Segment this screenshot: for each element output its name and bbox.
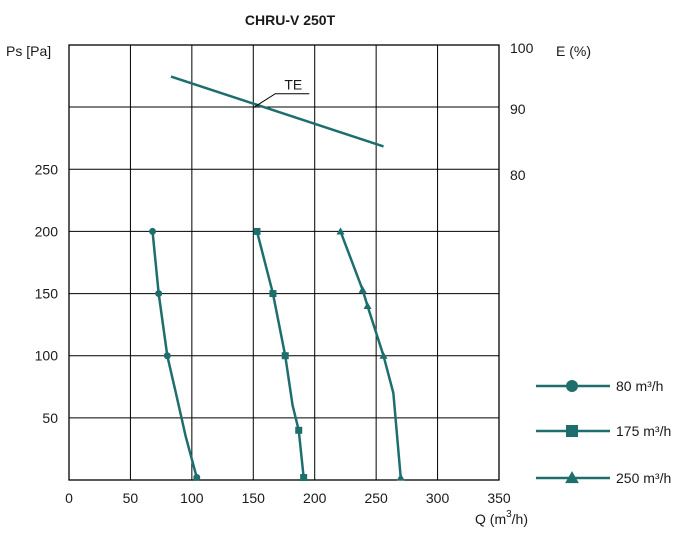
x-tick-label-6: 300 xyxy=(426,490,450,506)
y-tick-label-1: 100 xyxy=(35,348,59,364)
legend-marker-2 xyxy=(565,471,579,484)
series-1-point-0 xyxy=(253,227,261,235)
x-tick-label-3: 150 xyxy=(242,490,266,506)
grid xyxy=(69,45,499,480)
efficiency-tick-label-2: 100 xyxy=(510,40,534,56)
series-group xyxy=(149,227,405,482)
efficiency-group: TE xyxy=(170,75,384,148)
left-axis-label: Ps [Pa] xyxy=(6,43,51,59)
x-axis-label-suffix: /h) xyxy=(512,511,528,527)
x-axis-label-sup: 3 xyxy=(506,509,512,520)
series-2-point-2 xyxy=(363,301,372,310)
chart-title: CHRU-V 250T xyxy=(245,12,336,28)
legend-marker-1 xyxy=(566,425,578,437)
efficiency-tick-label-0: 80 xyxy=(510,167,526,183)
x-tick-label-0: 0 xyxy=(65,490,73,506)
x-axis-label-prefix: Q (m xyxy=(475,511,506,527)
series-1-point-3 xyxy=(295,426,303,434)
efficiency-line-label: TE xyxy=(284,77,302,93)
right-axis-label: E (%) xyxy=(556,43,591,59)
y-tick-label-3: 200 xyxy=(35,223,59,239)
series-0-point-2 xyxy=(163,352,171,360)
x-tick-label-2: 100 xyxy=(180,490,204,506)
series-1-point-1 xyxy=(269,290,277,298)
legend-label-1: 175 m³/h xyxy=(616,423,671,439)
series-0-point-3 xyxy=(193,474,201,482)
y-tick-label-2: 150 xyxy=(35,286,59,302)
x-tick-label-7: 350 xyxy=(487,490,511,506)
legend: 80 m³/h 175 m³/h 250 m³/h xyxy=(536,378,671,486)
legend-label-0: 80 m³/h xyxy=(616,378,663,394)
x-tick-label-5: 250 xyxy=(364,490,388,506)
series-1-point-4 xyxy=(300,474,308,482)
series-line-1 xyxy=(255,231,305,478)
efficiency-tick-label-1: 90 xyxy=(510,101,526,117)
legend-marker-0 xyxy=(566,380,578,392)
y-tick-label-0: 50 xyxy=(42,410,58,426)
tick-labels: 0 50 100 150 200 250 300 350 50 100 150 200 250 80 90 1… xyxy=(35,40,534,506)
legend-label-2: 250 m³/h xyxy=(616,470,671,486)
series-2-point-0 xyxy=(336,227,345,235)
plot-frame xyxy=(68,44,500,481)
series-1-point-2 xyxy=(281,352,289,360)
x-tick-label-4: 200 xyxy=(303,490,327,506)
efficiency-label-leader xyxy=(253,93,310,109)
series-2-point-4 xyxy=(396,473,405,481)
y-tick-label-4: 250 xyxy=(35,161,59,177)
series-0-point-1 xyxy=(155,290,163,298)
series-0-point-0 xyxy=(149,227,157,235)
efficiency-line xyxy=(170,75,384,148)
x-axis-label: Q (m3/h) xyxy=(475,509,528,527)
series-line-2 xyxy=(339,230,402,478)
series-line-0 xyxy=(151,231,198,478)
x-tick-label-1: 50 xyxy=(123,490,139,506)
series-2-point-1 xyxy=(358,285,367,293)
series-2-point-3 xyxy=(379,351,388,359)
